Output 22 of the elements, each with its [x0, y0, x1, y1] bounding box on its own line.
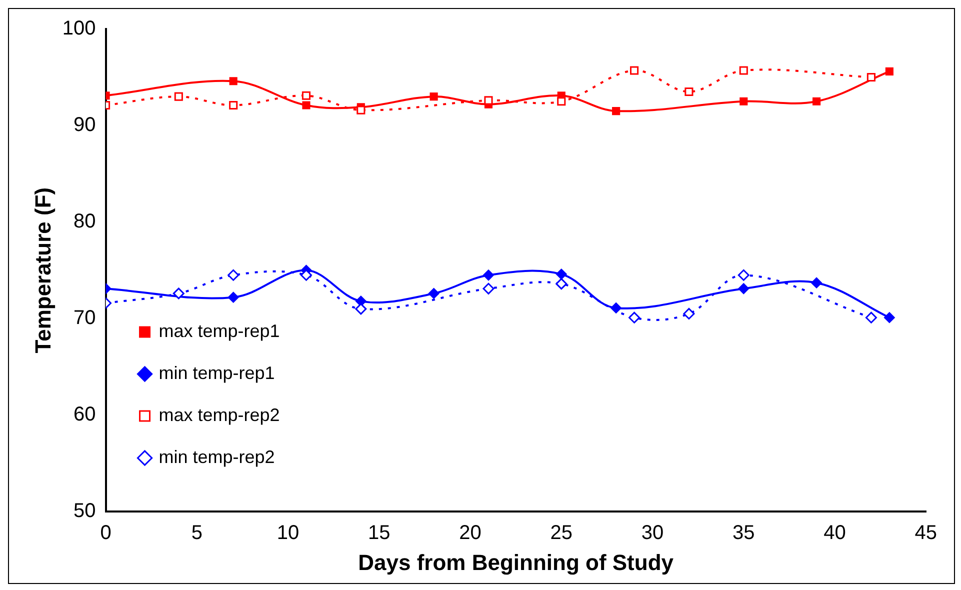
legend-label: min temp-rep1: [158, 362, 275, 383]
y-tick-label: 90: [74, 114, 96, 136]
x-tick-label: 25: [550, 522, 573, 544]
x-tick-label: 20: [459, 522, 482, 544]
x-tick-label: 15: [368, 522, 390, 544]
x-tick-label: 0: [100, 522, 112, 544]
x-tick-label: 30: [641, 522, 664, 544]
x-tick-label: 40: [824, 522, 846, 544]
y-axis-title: Temperature (F): [30, 187, 56, 354]
x-tick-label: 5: [191, 522, 202, 544]
x-tick-label: 45: [914, 522, 937, 544]
y-tick-label: 80: [74, 210, 96, 233]
legend-label: min temp-rep2: [158, 446, 275, 467]
y-tick-label: 70: [74, 307, 96, 330]
x-tick-label: 10: [276, 522, 300, 544]
x-axis-title: Days from Beginning of Study: [358, 550, 674, 575]
legend-label: max temp-rep2: [158, 404, 280, 425]
x-tick-label: 35: [732, 522, 755, 544]
y-tick-label: 60: [74, 404, 96, 426]
y-tick-label: 50: [74, 500, 96, 522]
y-tick-label: 100: [62, 18, 96, 40]
legend-label: max temp-rep1: [158, 320, 280, 341]
